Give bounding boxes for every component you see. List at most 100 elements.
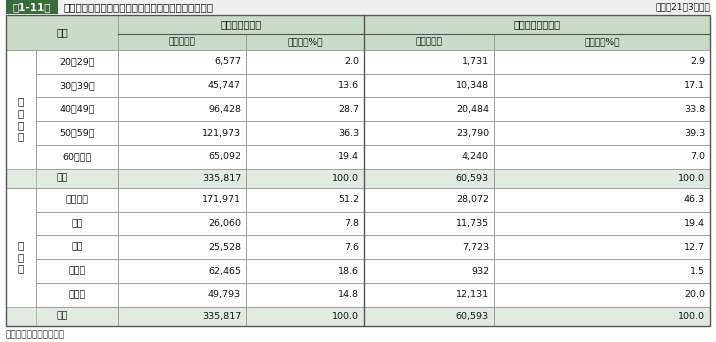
Text: 区分: 区分	[56, 27, 68, 38]
Bar	[36, 212, 118, 235]
Bar	[118, 259, 246, 283]
Bar	[494, 145, 710, 169]
Bar	[494, 121, 710, 145]
Bar	[118, 235, 246, 259]
Bar	[118, 188, 246, 212]
Text: 36.3: 36.3	[338, 129, 359, 137]
Bar	[364, 169, 494, 188]
Bar	[118, 121, 246, 145]
Text: その他: その他	[68, 290, 86, 299]
Bar	[364, 97, 494, 121]
Bar	[364, 283, 494, 306]
Bar	[36, 97, 118, 121]
Bar	[246, 145, 364, 169]
Bar	[364, 212, 494, 235]
Text: 171,971: 171,971	[202, 195, 241, 205]
Bar	[36, 235, 118, 259]
Text: 46.3: 46.3	[684, 195, 705, 205]
Text: 19.4: 19.4	[684, 219, 705, 228]
Bar	[118, 306, 246, 326]
Bar	[36, 235, 118, 259]
Bar	[494, 121, 710, 145]
Bar	[118, 169, 246, 188]
Text: 4,240: 4,240	[462, 152, 489, 161]
Text: 6,577: 6,577	[214, 57, 241, 66]
Bar	[364, 306, 494, 326]
Text: 17.1: 17.1	[684, 81, 705, 90]
Bar	[246, 306, 364, 326]
Bar	[6, 188, 36, 326]
Bar	[118, 145, 246, 169]
Bar	[36, 74, 118, 97]
Text: 45,747: 45,747	[208, 81, 241, 90]
Bar	[494, 235, 710, 259]
Bar	[494, 259, 710, 283]
Bar	[6, 169, 118, 188]
Text: 主任: 主任	[72, 243, 83, 252]
Bar	[36, 145, 118, 169]
Text: 1.5: 1.5	[690, 266, 705, 276]
Text: 7.0: 7.0	[690, 152, 705, 161]
Bar	[494, 34, 710, 50]
Bar	[118, 283, 246, 306]
Bar	[36, 283, 118, 306]
Bar	[118, 121, 246, 145]
Bar	[118, 145, 246, 169]
Bar	[494, 50, 710, 74]
Bar	[364, 283, 494, 306]
Bar	[36, 50, 118, 74]
Text: 14.8: 14.8	[338, 290, 359, 299]
Bar	[364, 74, 494, 97]
Bar	[118, 169, 246, 188]
Bar	[494, 306, 710, 326]
Bar	[118, 306, 246, 326]
Bar	[36, 259, 118, 283]
Bar	[364, 15, 710, 34]
Text: 注　警察庁資料による。: 注 警察庁資料による。	[6, 330, 65, 339]
Bar	[246, 306, 364, 326]
Text: 7.6: 7.6	[344, 243, 359, 252]
Bar	[6, 15, 118, 50]
Text: 人員（人）: 人員（人）	[415, 38, 442, 47]
Text: 安全運転管理者: 安全運転管理者	[221, 19, 261, 29]
Bar	[246, 74, 364, 97]
Bar	[494, 169, 710, 188]
Text: 51.2: 51.2	[338, 195, 359, 205]
Text: 20～29歳: 20～29歳	[59, 57, 95, 66]
Text: 副安全運転管理者: 副安全運転管理者	[513, 19, 561, 29]
Bar	[58, 0, 710, 14]
Text: 30～39歳: 30～39歳	[59, 81, 95, 90]
Bar	[36, 188, 118, 212]
Bar	[246, 145, 364, 169]
Bar	[246, 50, 364, 74]
Text: 12.7: 12.7	[684, 243, 705, 252]
Bar	[36, 283, 118, 306]
Text: 100.0: 100.0	[332, 174, 359, 183]
Text: 7,723: 7,723	[462, 243, 489, 252]
Text: 12,131: 12,131	[456, 290, 489, 299]
Bar	[494, 283, 710, 306]
Text: 60,593: 60,593	[456, 174, 489, 183]
Text: 2.9: 2.9	[690, 57, 705, 66]
Bar	[246, 188, 364, 212]
Bar	[364, 188, 494, 212]
Bar	[246, 283, 364, 306]
Text: 構成率（%）: 構成率（%）	[287, 38, 323, 47]
Text: 39.3: 39.3	[684, 129, 705, 137]
Bar	[494, 34, 710, 50]
Text: 62,465: 62,465	[208, 266, 241, 276]
Text: 20.0: 20.0	[684, 290, 705, 299]
Bar	[246, 212, 364, 235]
Bar	[494, 188, 710, 212]
Bar	[494, 235, 710, 259]
Text: 13.6: 13.6	[338, 81, 359, 90]
Text: 合計: 合計	[57, 174, 68, 183]
Text: 96,428: 96,428	[208, 105, 241, 114]
Bar	[6, 188, 36, 326]
Bar	[118, 34, 246, 50]
Bar	[364, 145, 494, 169]
Bar	[36, 50, 118, 74]
Bar	[36, 121, 118, 145]
Bar	[364, 34, 494, 50]
Bar	[494, 188, 710, 212]
